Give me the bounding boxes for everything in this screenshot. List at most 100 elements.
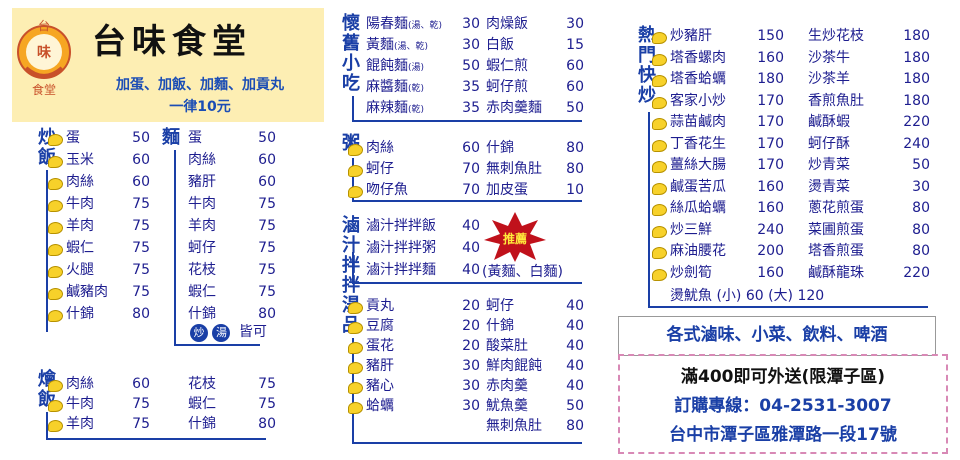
menu-item: 花枝 75 [188, 260, 278, 280]
item-name: 滷汁拌拌麵 [366, 262, 436, 278]
item-price: 60 [132, 376, 150, 392]
item-price: 180 [903, 28, 930, 44]
item-name: 蚵仔 [486, 298, 514, 314]
item-name: 豬肝 [366, 358, 394, 374]
item-note: (湯、乾) [394, 42, 429, 52]
braised-noodle-note: (黃麵、白麵) [482, 264, 563, 280]
item-price: 75 [258, 284, 276, 300]
item-price: 160 [757, 49, 784, 66]
menu-item: 蝦仁 75 [188, 282, 278, 302]
item-note: (湯) [408, 63, 425, 73]
item-price: 240 [757, 221, 784, 238]
addon-line-2: 一律10元 [169, 99, 231, 115]
bullet-dot-icon [48, 380, 63, 392]
menu-item: 蚵仔酥 240 [808, 134, 932, 154]
item-name: 無刺魚肚 [486, 418, 542, 434]
item-price: 10 [566, 182, 584, 198]
congee-baseline [352, 200, 582, 202]
menu-item: 蚵仔 75 [188, 238, 278, 258]
menu-item: 鹹酥蝦 220 [808, 112, 932, 132]
menu-item: 肉燥飯 30 [486, 14, 586, 34]
menu-item: 羊肉 75 [66, 414, 152, 434]
item-name: 蚵仔煎 [486, 79, 528, 95]
item-name: 肉燥飯 [486, 16, 528, 32]
bullet-dot-icon [48, 244, 63, 256]
menu-item: 陽春麵(湯、乾) 30 [366, 14, 482, 34]
nostalgic-baseline [352, 120, 582, 122]
item-name: 薑絲大腸 [670, 157, 726, 173]
item-note: (乾) [408, 84, 425, 94]
menu-item: 麻油腰花 200 [670, 241, 786, 261]
item-name: 玉米 [66, 152, 94, 168]
item-name: 花枝 [188, 376, 216, 392]
item-name: 蛋花 [366, 338, 394, 354]
menu-item: 豆腐 20 [366, 316, 482, 336]
menu-item: 肉絲 60 [188, 150, 278, 170]
menu-item: 赤肉羹 40 [486, 376, 586, 396]
item-price: 75 [258, 262, 276, 278]
menu-item: 燙青菜 30 [808, 177, 932, 197]
item-price: 40 [462, 240, 480, 256]
bullet-dot-icon [348, 362, 363, 374]
item-name: 蝦仁 [188, 284, 216, 300]
item-price: 80 [566, 140, 584, 156]
item-name: 炒青菜 [808, 157, 850, 173]
menu-item: 滷汁拌拌麵 40 [366, 260, 482, 280]
item-price: 60 [132, 152, 150, 168]
recommend-text: 推薦 [503, 231, 527, 246]
stew-rice-bar [46, 412, 48, 438]
menu-item: 客家小炒 170 [670, 91, 786, 111]
hot-stirfry-label: 熱門快炒 [638, 25, 656, 106]
menu-item: 炒劍筍 160 [670, 263, 786, 283]
item-price: 170 [757, 157, 784, 173]
menu-item: 麻醬麵(乾) 35 [366, 77, 482, 97]
item-name: 鹹蛋苦瓜 [670, 178, 726, 195]
bullet-dot-icon [48, 200, 63, 212]
item-name: 吻仔魚 [366, 182, 408, 198]
braised-baseline [352, 282, 582, 284]
item-name: 餛飩麵(湯) [366, 58, 425, 74]
bullet-dot-icon [652, 118, 667, 130]
item-name: 麻油腰花 [670, 243, 726, 259]
item-name: 什錦 [188, 306, 216, 322]
addon-note: 加蛋、加飯、加麵、加貢丸 一律10元 [80, 74, 320, 118]
menu-item: 蝦仁煎 60 [486, 56, 586, 76]
item-name: 赤肉羹麵 [486, 100, 542, 116]
item-name: 麻辣麵(乾) [366, 100, 425, 116]
item-price: 40 [566, 298, 584, 314]
item-price: 70 [462, 161, 480, 177]
item-price: 75 [132, 284, 150, 300]
menu-item: 黃麵(湯、乾) 30 [366, 35, 482, 55]
menu-item: 白飯 15 [486, 35, 586, 55]
menu-item: 炒青菜 50 [808, 155, 932, 175]
item-price: 50 [258, 130, 276, 146]
menu-item: 無刺魚肚 80 [486, 159, 586, 179]
item-price: 80 [912, 243, 930, 259]
bullet-dot-icon [48, 310, 63, 322]
delivery-note: 滿400即可外送(限潭子區) [680, 367, 886, 387]
bullet-dot-icon [48, 156, 63, 168]
noodles-note-text: 皆可 [238, 324, 267, 340]
bullet-dot-icon [652, 268, 667, 281]
item-price: 75 [132, 262, 150, 278]
menu-item: 菜圃煎蛋 80 [808, 220, 932, 240]
item-price: 80 [912, 200, 930, 216]
item-price: 40 [566, 318, 584, 334]
menu-item: 鮮肉餛飩 40 [486, 356, 586, 376]
menu-item: 蚵仔煎 60 [486, 77, 586, 97]
menu-item: 麻辣麵(乾) 35 [366, 98, 482, 118]
item-price: 50 [912, 157, 930, 173]
item-note: (湯、乾) [408, 21, 443, 31]
item-price: 200 [757, 243, 784, 259]
item-name: 鹹豬肉 [66, 284, 108, 300]
menu-item: 肉絲 60 [66, 374, 152, 394]
hot-stirfry-baseline [648, 306, 928, 308]
bullet-dot-icon [652, 32, 667, 44]
item-name: 蛋 [66, 130, 80, 146]
item-price: 35 [462, 79, 480, 95]
logo-mid-text: 味 [37, 45, 51, 61]
item-name: 牛肉 [66, 396, 94, 412]
item-name: 酸菜肚 [486, 338, 528, 354]
menu-item: 羊肉 75 [188, 216, 278, 236]
bullet-dot-icon [652, 225, 667, 238]
